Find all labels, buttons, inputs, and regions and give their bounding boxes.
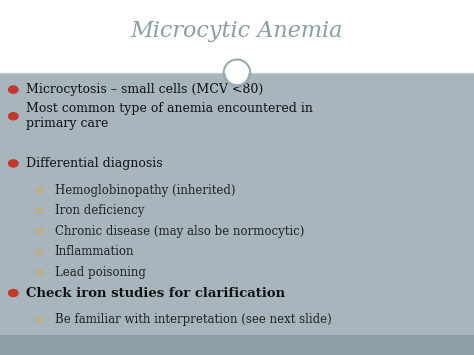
Circle shape (9, 113, 18, 120)
Circle shape (9, 289, 18, 296)
Text: Inflammation: Inflammation (55, 245, 134, 258)
Text: Lead poisoning: Lead poisoning (55, 266, 146, 279)
Text: Microcytosis – small cells (MCV <80): Microcytosis – small cells (MCV <80) (26, 83, 264, 96)
Text: Differential diagnosis: Differential diagnosis (26, 157, 163, 170)
Text: Microcytic Anemia: Microcytic Anemia (131, 20, 343, 42)
FancyBboxPatch shape (0, 335, 474, 355)
Circle shape (9, 86, 18, 93)
FancyBboxPatch shape (0, 0, 474, 73)
Text: Check iron studies for clarification: Check iron studies for clarification (26, 286, 285, 300)
Text: Iron deficiency: Iron deficiency (55, 204, 144, 217)
Circle shape (9, 160, 18, 167)
Ellipse shape (226, 61, 248, 84)
Text: Most common type of anemia encountered in
primary care: Most common type of anemia encountered i… (26, 102, 313, 131)
Text: Chronic disease (may also be normocytic): Chronic disease (may also be normocytic) (55, 225, 304, 238)
Text: Hemoglobinopathy (inherited): Hemoglobinopathy (inherited) (55, 184, 235, 197)
Text: Be familiar with interpretation (see next slide): Be familiar with interpretation (see nex… (55, 313, 331, 326)
